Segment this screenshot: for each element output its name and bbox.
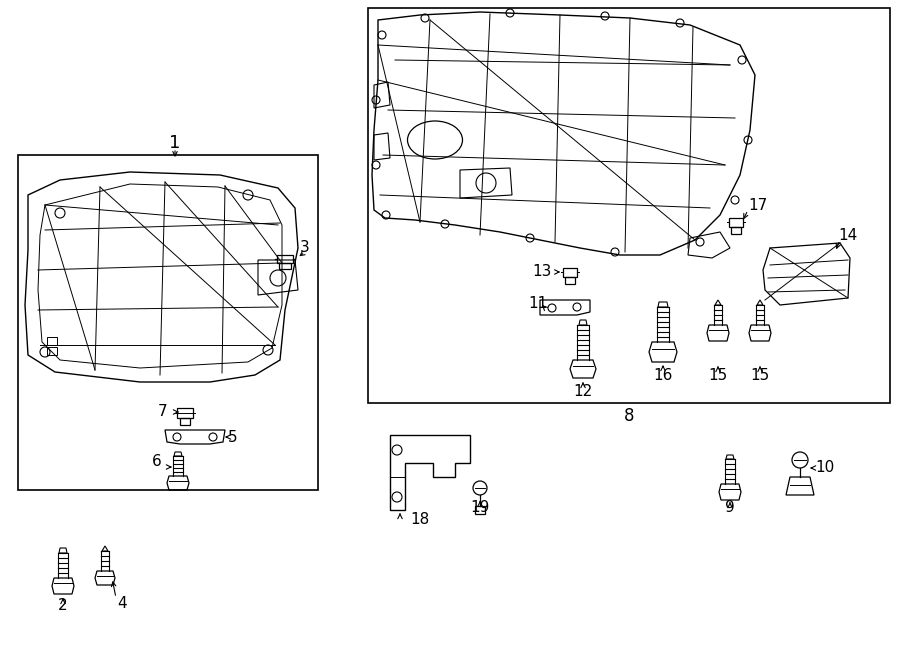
Text: 4: 4	[117, 596, 127, 611]
Bar	[177, 408, 193, 418]
Bar	[180, 418, 190, 425]
Text: 18: 18	[410, 512, 429, 527]
Bar	[277, 255, 293, 263]
Text: 8: 8	[624, 407, 634, 425]
Text: 2: 2	[58, 598, 68, 613]
Bar	[563, 268, 577, 277]
Bar	[729, 218, 743, 227]
Text: 12: 12	[573, 385, 592, 399]
Bar	[475, 506, 485, 514]
Text: 6: 6	[152, 455, 162, 469]
Text: 17: 17	[749, 198, 768, 212]
Bar	[18, 155, 318, 490]
Text: 5: 5	[229, 430, 238, 444]
Text: 11: 11	[528, 295, 547, 311]
Text: 15: 15	[751, 368, 770, 383]
Text: 7: 7	[158, 403, 167, 418]
Text: 16: 16	[653, 368, 672, 383]
Text: 3: 3	[300, 239, 310, 254]
Text: 10: 10	[815, 461, 834, 475]
Text: 13: 13	[532, 264, 552, 280]
Text: 9: 9	[725, 500, 735, 516]
Bar	[47, 347, 57, 355]
Text: 15: 15	[708, 368, 727, 383]
Bar	[279, 263, 291, 269]
Bar	[731, 227, 741, 234]
Bar	[565, 277, 575, 284]
Text: 1: 1	[169, 134, 181, 152]
Text: 14: 14	[839, 227, 858, 243]
Bar	[368, 8, 890, 403]
Text: 19: 19	[471, 500, 490, 516]
Bar	[47, 337, 57, 345]
